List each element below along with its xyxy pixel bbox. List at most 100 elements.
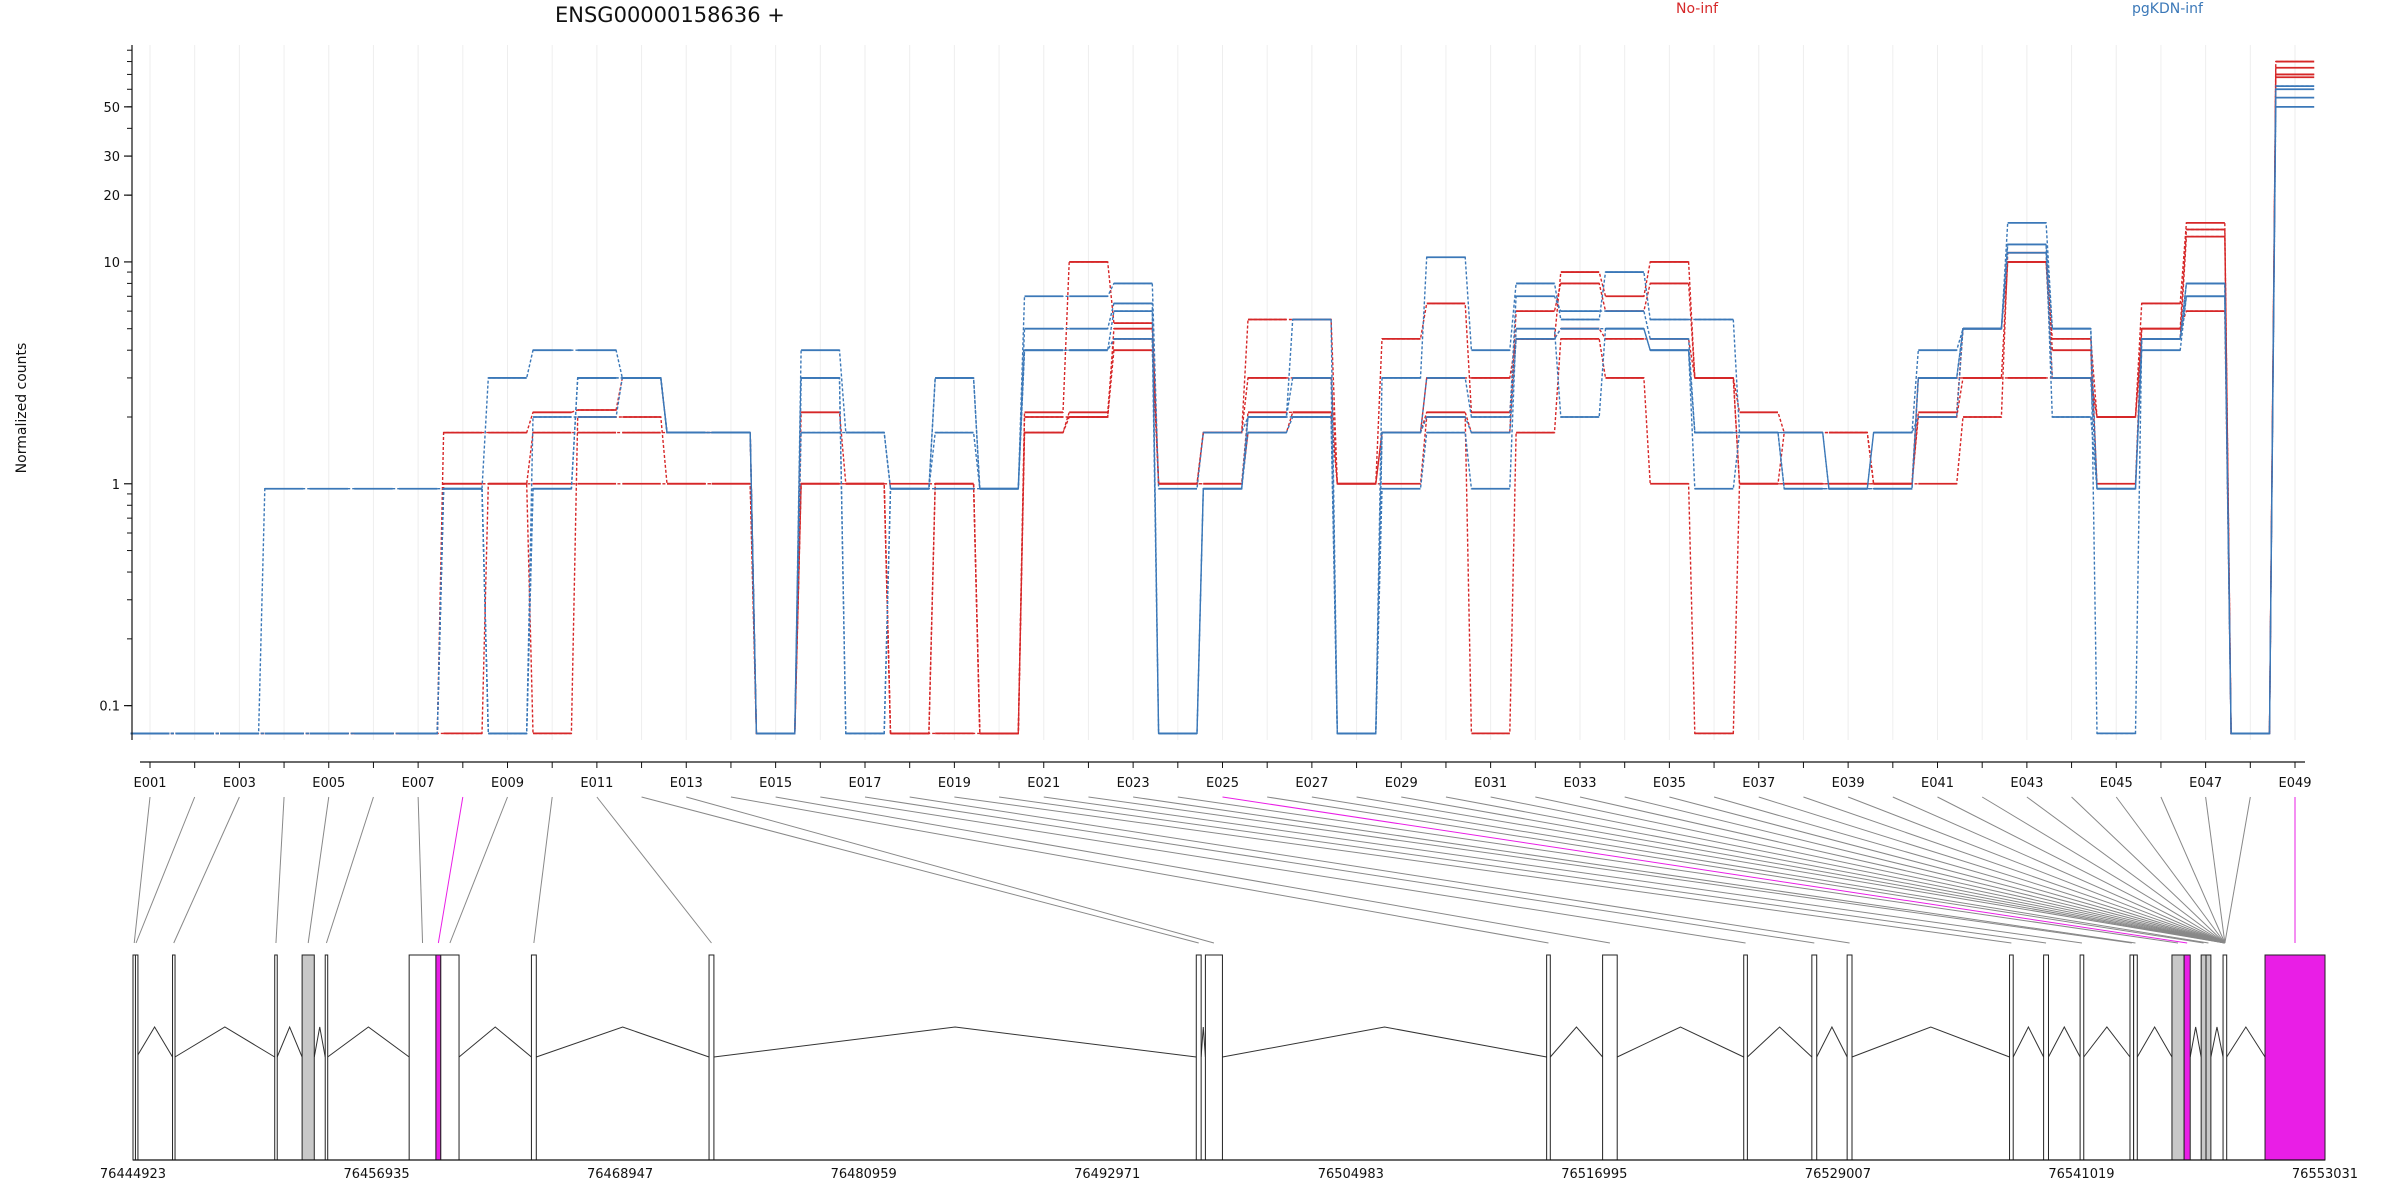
intron-line [313, 1026, 326, 1058]
exon-connector [596, 796, 712, 944]
intron-line [2210, 1026, 2224, 1058]
genomic-tick-label: 76468947 [587, 1167, 653, 1182]
exon-block [2222, 954, 2228, 1161]
intron-line [2226, 1026, 2266, 1058]
exon-block [408, 954, 437, 1161]
x-tick-label: E013 [670, 776, 703, 791]
exon-connector [1490, 796, 2225, 944]
exon-connector [307, 796, 330, 944]
exon-connector [1624, 796, 2225, 944]
chart-title: ENSG00000158636 + [555, 3, 785, 27]
exon-connector [1356, 796, 2225, 944]
x-tick-label: E049 [2278, 776, 2311, 791]
exon-connector [133, 796, 151, 944]
exon-connector [1267, 796, 2204, 944]
intron-line [1816, 1025, 1848, 1058]
exon-connector [449, 796, 508, 944]
x-tick-label: E037 [1742, 776, 1775, 791]
exon-connector [954, 796, 2012, 944]
y-tick-label: 1 [112, 478, 120, 493]
exon-connector [2071, 796, 2226, 944]
intron-line [2189, 1026, 2202, 1058]
exon-connector [641, 796, 1199, 944]
exon-block [2200, 954, 2207, 1161]
exon-block [172, 954, 176, 1161]
intron-line [174, 1026, 275, 1058]
exon-block [1602, 954, 1618, 1161]
exon-connector [1222, 796, 2188, 944]
exon-connector [1713, 796, 2226, 944]
exon-connector [1043, 796, 2083, 944]
x-tick-label: E021 [1027, 776, 1060, 791]
exon-block [2264, 954, 2326, 1161]
genomic-tick-label: 76541019 [2048, 1167, 2114, 1182]
intron-line [536, 1026, 710, 1058]
x-tick-label: E011 [580, 776, 613, 791]
exon-connector [1088, 796, 2132, 944]
intron-line [1616, 1026, 1744, 1058]
series-lines [130, 60, 2315, 735]
vertical-gridlines [149, 45, 2296, 740]
exon-connector [325, 796, 374, 944]
exon-block [530, 954, 537, 1161]
intron-line [136, 1026, 173, 1058]
intron-line [327, 1026, 410, 1058]
exon-block [2171, 954, 2185, 1161]
exon-block [2043, 954, 2049, 1161]
exon-connector [1803, 796, 2226, 944]
intron-line [1222, 1026, 1547, 1058]
intron-line [1200, 1026, 1206, 1058]
exon-connector [820, 796, 1746, 944]
x-tick-label: E033 [1563, 776, 1596, 791]
exon-block [708, 954, 715, 1161]
exon-block [301, 954, 315, 1161]
exon-connector [1401, 796, 2225, 944]
exon-block [2133, 954, 2138, 1161]
intron-line [2048, 1025, 2081, 1058]
exon-connector [909, 796, 1850, 944]
exon-block [1204, 954, 1223, 1161]
exon-block [440, 954, 460, 1161]
exon-connector [1177, 796, 2179, 944]
exon-connector [437, 796, 464, 944]
x-tick-label: E045 [2100, 776, 2133, 791]
x-tick-label: E035 [1653, 776, 1686, 791]
exon-block [1546, 954, 1551, 1161]
exon-connector [775, 796, 1610, 944]
exon-block [1846, 954, 1853, 1161]
x-tick-label: E047 [2189, 776, 2222, 791]
intron-line [276, 1025, 303, 1058]
genomic-coordinate-axis: 76444923 76456935 76468947 76480959 76492971… [100, 1159, 2358, 1182]
exon-block [2009, 954, 2014, 1161]
y-tick-label: 10 [103, 256, 120, 271]
exon-connector [1579, 796, 2225, 944]
exon-connector [1669, 796, 2226, 944]
genomic-tick-label: 76480959 [831, 1167, 897, 1182]
gene-model-track [132, 954, 2326, 1161]
x-tick-label: E001 [133, 776, 166, 791]
exon-connector-lines [133, 796, 2296, 944]
exon-connector [2026, 796, 2226, 944]
x-tick-label: E005 [312, 776, 345, 791]
exon-block [2205, 954, 2212, 1161]
exon-connector [533, 796, 553, 944]
y-axis-label: Normalized counts [14, 343, 30, 474]
y-tick-label: 20 [103, 189, 120, 204]
exon-block [134, 954, 139, 1161]
exon-connector [730, 796, 1549, 944]
intron-line [1549, 1026, 1603, 1058]
exon-block [324, 954, 329, 1161]
y-axis: 0.1 1 10 20 30 50 [99, 45, 133, 740]
intron-line [713, 1026, 1197, 1058]
x-tick-label: E003 [223, 776, 256, 791]
y-tick-label: 0.1 [99, 700, 120, 715]
exon-connector [2160, 796, 2226, 944]
exon-connector [1847, 796, 2226, 944]
exon-connector [1445, 796, 2225, 944]
exon-connector [173, 796, 240, 944]
exon-block [2183, 954, 2191, 1161]
exon-connector [1758, 796, 2226, 944]
intron-line [1747, 1026, 1813, 1058]
intron-line [1851, 1026, 2010, 1058]
